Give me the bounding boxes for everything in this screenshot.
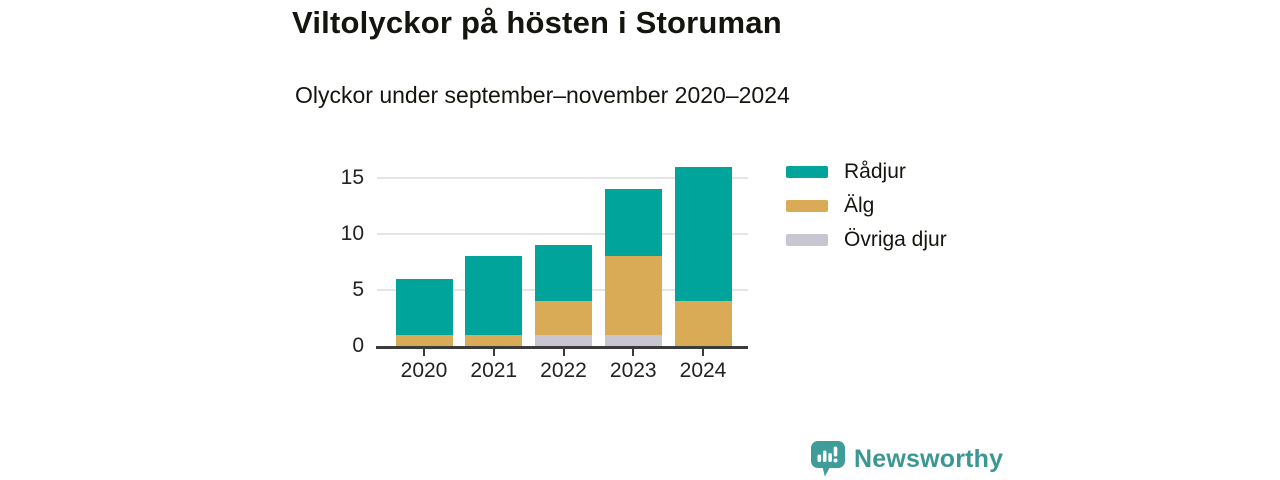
newsworthy-logo-icon	[811, 441, 845, 477]
x-axis-tick	[562, 349, 565, 356]
y-axis-label: 0	[352, 334, 364, 357]
bar-segment	[604, 189, 662, 257]
legend-label: Älg	[844, 194, 875, 217]
newsworthy-logo: Newsworthy	[810, 440, 1003, 478]
legend-item: Rådjur	[786, 160, 947, 184]
x-axis-tick	[632, 349, 635, 356]
legend-label: Rådjur	[844, 160, 906, 183]
bar-stack-2021	[465, 256, 523, 346]
bar-segment	[604, 256, 662, 335]
x-axis-label: 2020	[400, 359, 448, 382]
y-axis-label: 15	[340, 166, 364, 189]
x-axis-label: 2021	[470, 359, 518, 382]
x-axis-tick	[423, 349, 425, 356]
bar-segment	[535, 245, 592, 302]
gridline	[377, 233, 748, 235]
bar-segment	[535, 334, 592, 346]
bar-segment	[465, 256, 523, 335]
x-axis-label: 2024	[679, 359, 727, 382]
x-axis-tick	[492, 349, 495, 356]
plot-area: 0 5 10 15 2020 2021 2022 2023 2024	[341, 160, 748, 382]
bar-segment	[674, 301, 732, 346]
bar-stack-2024	[674, 166, 732, 346]
y-axis-label: 10	[340, 222, 364, 245]
chart-subtitle: Olyckor under september–november 2020–20…	[295, 82, 790, 108]
bar-segment	[674, 166, 732, 302]
legend-swatch	[786, 234, 828, 246]
bar-stack-2023	[604, 189, 662, 346]
chart-legend: Rådjur Älg Övriga djur	[786, 160, 947, 262]
legend-label: Övriga djur	[844, 228, 947, 251]
bar-stack-2020	[395, 278, 453, 346]
bar-segment	[395, 278, 453, 335]
gridline	[377, 177, 748, 179]
bar-segment	[535, 301, 592, 335]
bar-segment	[604, 334, 662, 346]
x-axis-label: 2022	[540, 359, 587, 382]
legend-swatch	[786, 166, 828, 178]
legend-item: Övriga djur	[786, 228, 947, 252]
bar-segment	[465, 334, 523, 346]
bar-stack-2022	[535, 245, 592, 346]
legend-swatch	[786, 200, 828, 212]
chart-title: Viltolyckor på hösten i Storuman	[292, 5, 782, 40]
bar-segment	[395, 334, 453, 346]
legend-item: Älg	[786, 194, 947, 218]
x-axis-tick	[702, 349, 704, 356]
newsworthy-logo-text: Newsworthy	[854, 444, 1004, 473]
x-axis-label: 2023	[609, 359, 657, 382]
y-axis-label: 5	[352, 278, 364, 301]
